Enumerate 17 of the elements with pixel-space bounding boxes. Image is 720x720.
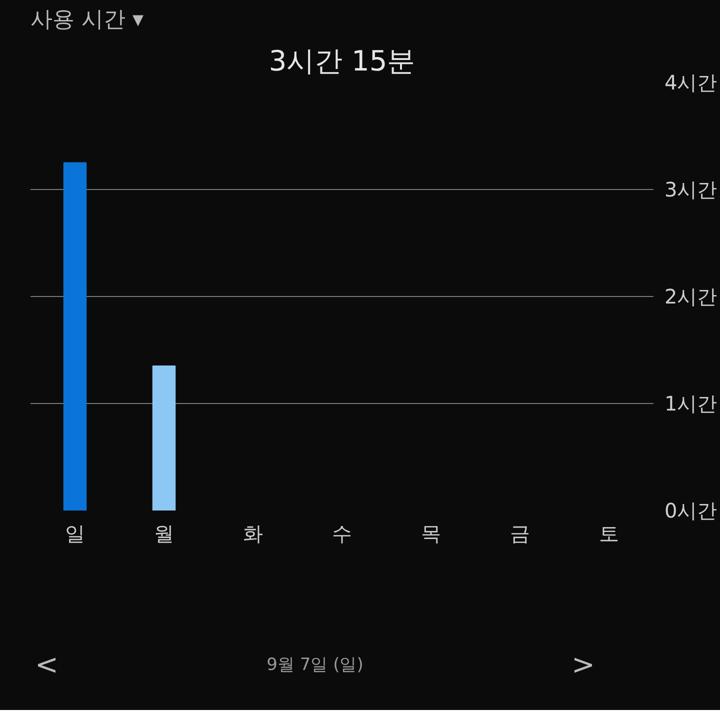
chart-subtitle: 사용 시간 ▾ xyxy=(30,8,144,32)
x-tick-label: 월 xyxy=(154,522,174,546)
y-tick-label: 3시간 xyxy=(664,178,718,202)
y-tick-label: 4시간 xyxy=(664,70,718,94)
x-tick-label: 화 xyxy=(243,522,263,546)
x-tick-label: 일 xyxy=(65,522,85,546)
x-tick-label: 토 xyxy=(599,522,619,546)
y-tick-label: 2시간 xyxy=(664,284,718,308)
y-tick-label: 0시간 xyxy=(664,498,718,522)
y-tick-label: 1시간 xyxy=(664,392,718,416)
x-tick-label: 목 xyxy=(421,522,441,546)
x-tick-label: 금 xyxy=(510,522,530,546)
x-tick-label: 수 xyxy=(332,522,352,546)
text: > xyxy=(572,647,595,683)
text: 9월 7일 (일) xyxy=(266,654,364,677)
chart-title: 3시간 15분 xyxy=(268,44,416,78)
text: < xyxy=(35,647,58,683)
